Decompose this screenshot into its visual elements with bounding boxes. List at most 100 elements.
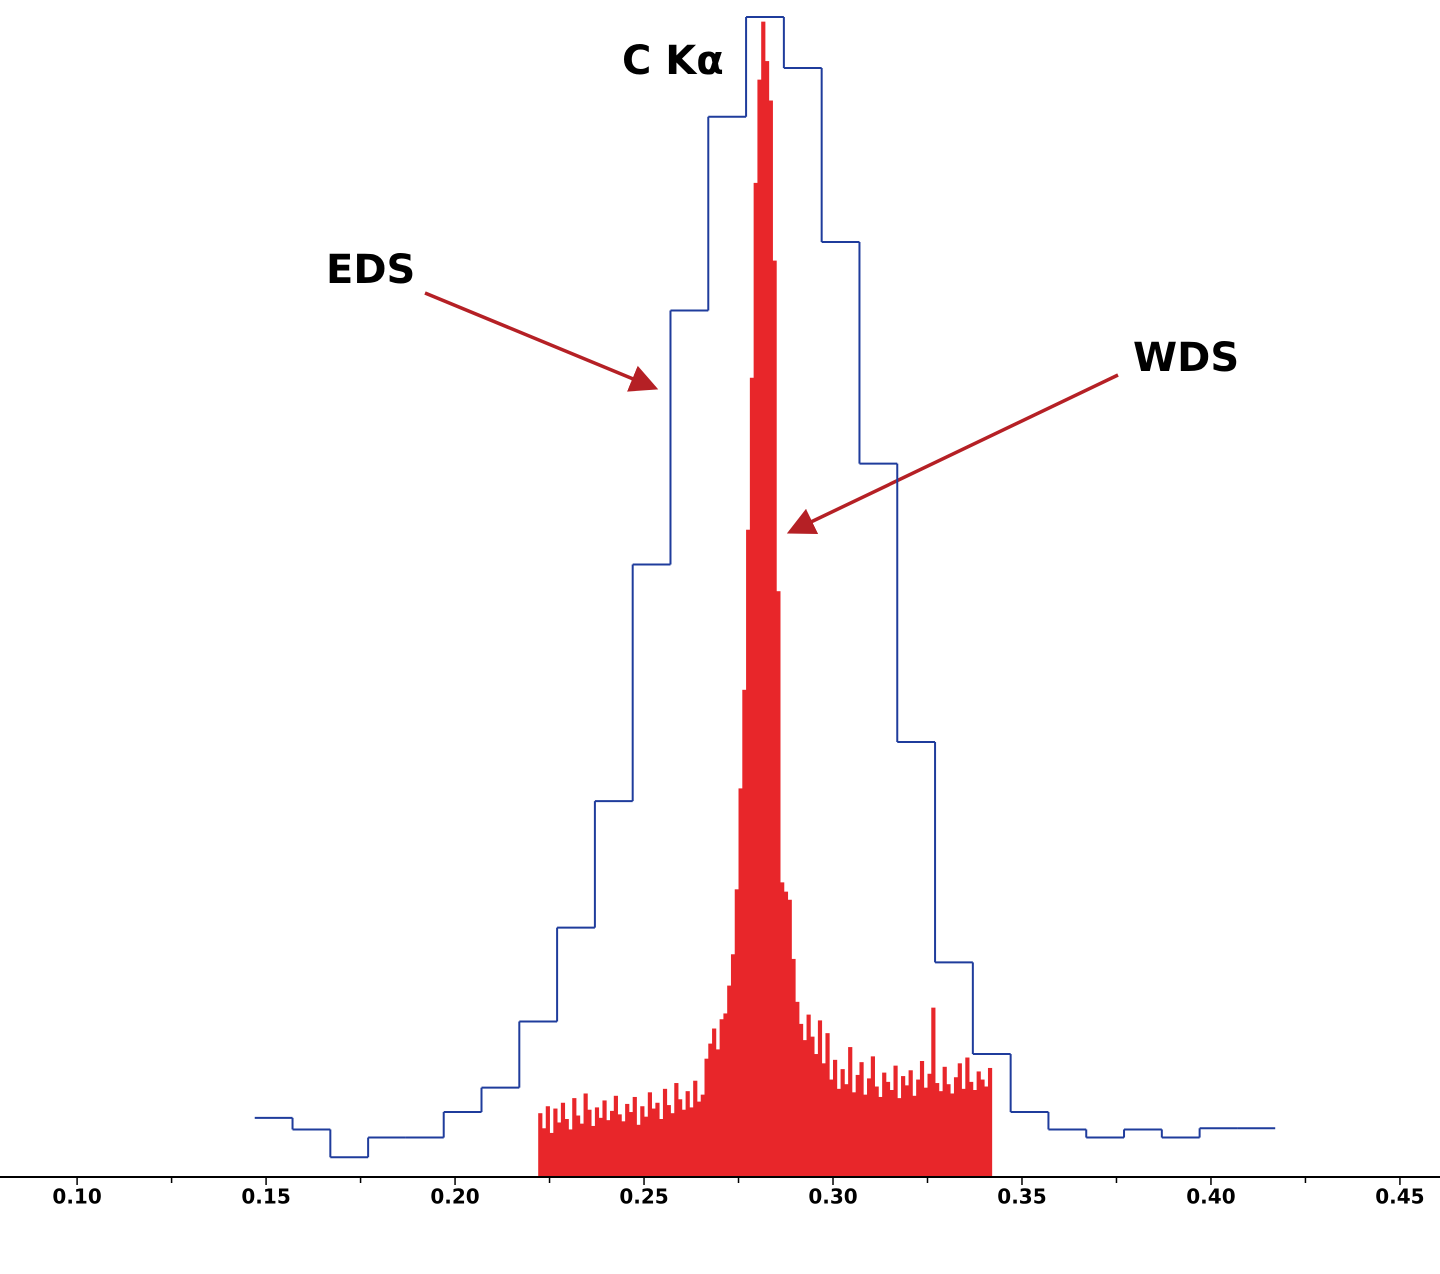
bar bbox=[953, 1077, 959, 1177]
bar bbox=[783, 891, 789, 1177]
bar bbox=[632, 1096, 637, 1177]
bar bbox=[806, 1014, 811, 1177]
bar bbox=[938, 1091, 944, 1177]
bar bbox=[700, 1094, 705, 1177]
bar bbox=[636, 1124, 641, 1177]
bar bbox=[689, 1107, 694, 1177]
bar bbox=[814, 1054, 819, 1177]
bar bbox=[780, 882, 785, 1177]
bar bbox=[628, 1112, 634, 1177]
peak-label: C Kα bbox=[622, 38, 724, 84]
bar bbox=[753, 182, 758, 1177]
bar bbox=[594, 1107, 600, 1177]
bar bbox=[825, 1033, 830, 1177]
bar bbox=[950, 1093, 955, 1177]
x-tick-label: 0.10 bbox=[52, 1185, 101, 1209]
x-tick-label: 0.30 bbox=[808, 1185, 857, 1209]
x-tick-label: 0.25 bbox=[619, 1185, 668, 1209]
bar bbox=[749, 377, 755, 1177]
bar bbox=[557, 1122, 562, 1177]
x-tick-label: 0.35 bbox=[997, 1185, 1046, 1209]
bar bbox=[647, 1092, 652, 1177]
bar bbox=[541, 1128, 547, 1177]
bar bbox=[897, 1098, 902, 1177]
bar bbox=[640, 1106, 645, 1177]
bar bbox=[659, 1119, 664, 1177]
bar bbox=[708, 1043, 713, 1177]
bar bbox=[757, 79, 762, 1177]
bar bbox=[738, 788, 743, 1177]
bar bbox=[742, 689, 747, 1177]
bar bbox=[549, 1132, 554, 1177]
bar bbox=[987, 1067, 993, 1177]
bar bbox=[878, 1096, 883, 1177]
bar bbox=[553, 1108, 558, 1177]
bar bbox=[817, 1020, 823, 1177]
bar bbox=[833, 1059, 838, 1177]
bar bbox=[889, 1090, 894, 1177]
bar bbox=[610, 1110, 615, 1177]
bar bbox=[696, 1101, 702, 1177]
bar bbox=[538, 1113, 543, 1177]
bar bbox=[715, 1049, 721, 1177]
bar bbox=[768, 100, 773, 1177]
bar bbox=[560, 1102, 566, 1177]
bar bbox=[859, 1062, 864, 1177]
bar bbox=[655, 1102, 660, 1177]
bar bbox=[912, 1095, 917, 1177]
bar bbox=[946, 1084, 951, 1177]
bar bbox=[579, 1123, 584, 1177]
bar bbox=[908, 1070, 913, 1177]
bar bbox=[927, 1073, 932, 1177]
bar bbox=[568, 1129, 573, 1177]
bar bbox=[867, 1078, 872, 1177]
bar bbox=[961, 1088, 966, 1177]
bar bbox=[621, 1121, 626, 1177]
bar bbox=[651, 1108, 656, 1177]
bar bbox=[598, 1117, 603, 1177]
bar bbox=[545, 1106, 550, 1177]
bar bbox=[685, 1091, 690, 1177]
bar bbox=[802, 1040, 807, 1177]
bar bbox=[606, 1120, 611, 1177]
bar bbox=[919, 1061, 925, 1177]
bar bbox=[795, 1001, 800, 1177]
bar bbox=[935, 1083, 940, 1177]
bar bbox=[666, 1105, 671, 1177]
bar bbox=[844, 1084, 849, 1177]
bar bbox=[719, 1019, 724, 1177]
bar bbox=[617, 1114, 622, 1177]
bar bbox=[893, 1065, 898, 1177]
bar bbox=[965, 1057, 970, 1177]
bar bbox=[572, 1098, 577, 1177]
bar bbox=[787, 899, 792, 1177]
bar bbox=[670, 1113, 675, 1177]
bar bbox=[674, 1083, 679, 1177]
bar bbox=[984, 1086, 989, 1177]
bar bbox=[693, 1080, 698, 1177]
plot-area: 0.10 0.15 0.20 0.25 0.30 0.35 0.40 0.45 bbox=[0, 16, 1440, 1209]
bar bbox=[727, 985, 732, 1177]
bar bbox=[761, 21, 766, 1177]
wds-label: WDS bbox=[1133, 335, 1239, 381]
bar bbox=[882, 1072, 887, 1177]
bar bbox=[957, 1063, 962, 1177]
bar bbox=[591, 1125, 596, 1177]
bar bbox=[613, 1095, 618, 1177]
bar bbox=[723, 1013, 728, 1177]
bar bbox=[678, 1099, 683, 1177]
bar bbox=[840, 1069, 845, 1177]
bar bbox=[916, 1079, 921, 1177]
bar bbox=[969, 1081, 974, 1177]
bar bbox=[564, 1119, 569, 1177]
x-tick-label: 0.40 bbox=[1186, 1185, 1235, 1209]
bar bbox=[874, 1086, 879, 1177]
bar bbox=[851, 1092, 857, 1177]
wds-arrow bbox=[786, 373, 1119, 535]
bar bbox=[810, 1036, 815, 1177]
bar bbox=[821, 1063, 826, 1177]
bar bbox=[587, 1109, 592, 1177]
bar bbox=[931, 1007, 936, 1177]
bar bbox=[904, 1085, 909, 1177]
bar bbox=[798, 1023, 804, 1177]
